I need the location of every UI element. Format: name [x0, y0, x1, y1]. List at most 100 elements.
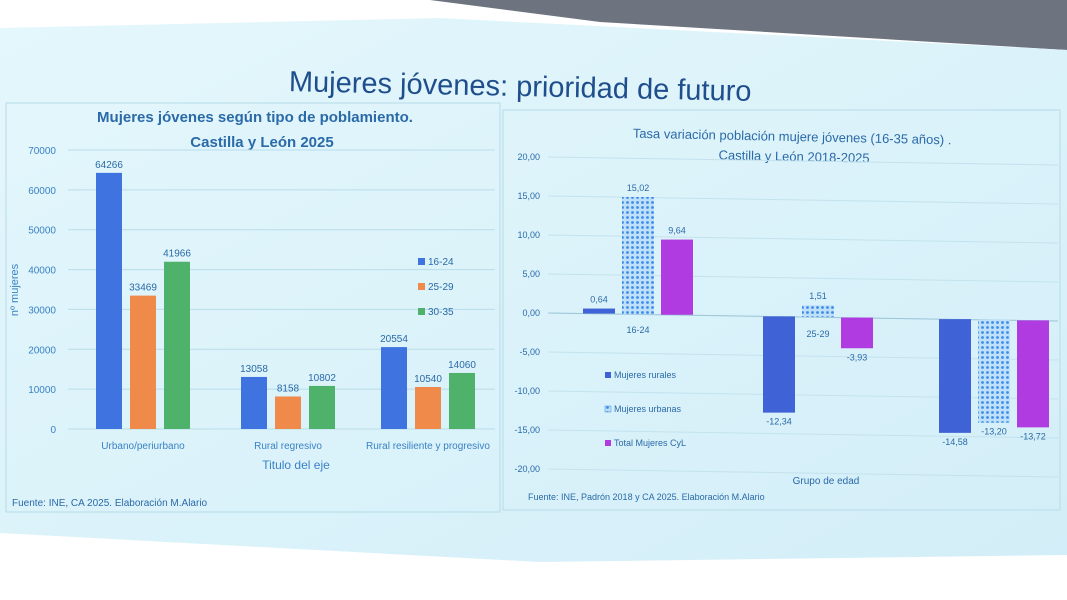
left-x-axis-label: Titulo del eje	[262, 458, 330, 472]
left-bar	[449, 372, 475, 429]
right-y-tick-label: 10,00	[517, 230, 540, 240]
right-legend-swatch	[605, 440, 611, 446]
right-legend-swatch	[605, 372, 611, 378]
left-y-ticks: 0 10000 20000 30000 40000 50000 60000 70000	[28, 146, 56, 436]
right-data-label: -3,93	[847, 352, 868, 362]
right-bars: 0,64 15,02 9,64 -12,34 1,51 -3,93 -14,58 -13,20…	[583, 183, 1049, 447]
left-bar	[164, 261, 190, 429]
right-bar	[583, 308, 615, 314]
right-category-label: 25-29	[806, 329, 829, 339]
right-data-label: -12,34	[766, 417, 792, 427]
left-data-label: 41966	[163, 249, 191, 260]
left-legend: 16-24 25-29 30-35	[418, 257, 454, 318]
right-y-ticks: -20,00 -15,00 -10,00 -5,00 0,00 5,00 10,00 15,0…	[514, 152, 540, 474]
right-chart: Tasa variación población mujere jóvenes …	[514, 126, 1059, 502]
left-data-label: 14060	[448, 360, 476, 371]
right-chart-title: Tasa variación población mujere jóvenes …	[633, 126, 952, 148]
left-data-label: 8158	[277, 383, 300, 394]
right-data-label: -13,20	[981, 427, 1007, 437]
left-data-label: 10802	[308, 373, 336, 384]
right-legend-label: Mujeres urbanas	[614, 404, 682, 414]
left-bar	[415, 386, 441, 429]
left-bar	[309, 385, 335, 429]
right-chart-subtitle: Castilla y León 2018-2025	[718, 147, 869, 165]
left-y-tick-label: 70000	[28, 146, 56, 157]
right-data-label: 15,02	[627, 183, 650, 193]
right-y-tick-label: -20,00	[514, 464, 540, 474]
right-data-label: 9,64	[668, 226, 686, 236]
left-chart-title: Mujeres jóvenes según tipo de poblamient…	[97, 109, 413, 126]
left-legend-swatch	[418, 258, 425, 265]
right-y-tick-label: -5,00	[519, 347, 540, 357]
left-legend-label: 30-35	[428, 307, 454, 318]
left-legend-label: 25-29	[428, 282, 454, 293]
left-legend-label: 16-24	[428, 257, 454, 268]
right-y-tick-label: 5,00	[522, 269, 540, 279]
right-data-label: 1,51	[809, 291, 827, 301]
left-y-tick-label: 50000	[28, 226, 56, 237]
right-y-tick-label: -10,00	[514, 386, 540, 396]
left-bar	[241, 376, 267, 429]
left-category-label: Urbano/periurbano	[101, 441, 185, 452]
right-gridline	[547, 429, 1059, 439]
left-bar	[96, 172, 122, 430]
left-chart-panel	[5, 102, 501, 513]
right-bar	[841, 317, 873, 349]
right-gridlines	[547, 156, 1059, 478]
right-chart-panel	[502, 109, 1061, 511]
left-y-axis-label: nº mujeres	[9, 263, 21, 316]
left-chart: Mujeres jóvenes según tipo de poblamient…	[9, 109, 495, 509]
left-bar	[275, 396, 301, 429]
left-y-tick-label: 30000	[28, 305, 56, 316]
right-legend-swatch	[604, 405, 612, 413]
left-y-tick-label: 0	[50, 425, 56, 436]
left-y-tick-label: 20000	[28, 345, 56, 356]
right-bar	[763, 316, 795, 413]
right-y-tick-label: -15,00	[514, 425, 540, 435]
left-legend-swatch	[418, 283, 425, 290]
right-y-tick-label: 0,00	[522, 308, 540, 318]
right-data-label: -13,72	[1020, 431, 1046, 441]
left-legend-swatch	[418, 308, 425, 315]
right-data-label: -14,58	[942, 437, 968, 447]
left-data-label: 20554	[380, 334, 408, 345]
right-legend-label: Mujeres rurales	[614, 370, 677, 380]
left-data-label: 64266	[95, 160, 123, 171]
left-category-label: Rural regresivo	[254, 441, 322, 452]
left-bar	[130, 295, 156, 429]
right-data-label: 0,64	[590, 295, 608, 305]
right-zero-line	[547, 312, 1059, 322]
right-y-tick-label: 15,00	[517, 191, 540, 201]
left-bars: 64266 33469 41966 13058 8158 10802 20554 10540 1…	[95, 160, 476, 430]
left-y-tick-label: 40000	[28, 266, 56, 277]
right-bar	[802, 305, 834, 317]
right-bar	[622, 197, 654, 315]
right-y-tick-label: 20,00	[517, 152, 540, 162]
right-category-labels: 16-24 25-29	[626, 325, 829, 339]
left-bar	[381, 347, 407, 429]
left-category-labels: Urbano/periurbano Rural regresivo Rural re…	[101, 441, 490, 452]
left-data-label: 13058	[240, 364, 268, 375]
right-gridline	[547, 351, 1059, 361]
right-gridline	[547, 468, 1059, 478]
right-bar	[978, 319, 1010, 423]
left-category-label: Rural resiliente y progresivo	[366, 441, 490, 452]
left-y-tick-label: 10000	[28, 385, 56, 396]
left-chart-subtitle: Castilla y León 2025	[190, 134, 333, 151]
right-bar	[661, 239, 693, 315]
right-source: Fuente: INE, Padrón 2018 y CA 2025. Elab…	[528, 492, 765, 502]
right-category-label: 16-24	[626, 325, 649, 335]
left-data-label: 10540	[414, 374, 442, 385]
right-legend-label: Total Mujeres CyL	[614, 438, 686, 448]
left-data-label: 33469	[129, 283, 157, 294]
left-y-tick-label: 60000	[28, 186, 56, 197]
right-x-axis-label: Grupo de edad	[793, 476, 860, 487]
left-source: Fuente: INE, CA 2025. Elaboración M.Alar…	[12, 498, 208, 509]
right-gridline	[547, 390, 1059, 400]
right-legend: Mujeres rurales Mujeres urbanas Total Muje…	[604, 370, 686, 448]
right-bar	[1017, 320, 1049, 428]
room-background	[430, 0, 1067, 50]
right-bar	[939, 319, 971, 433]
right-gridline	[547, 156, 1059, 166]
